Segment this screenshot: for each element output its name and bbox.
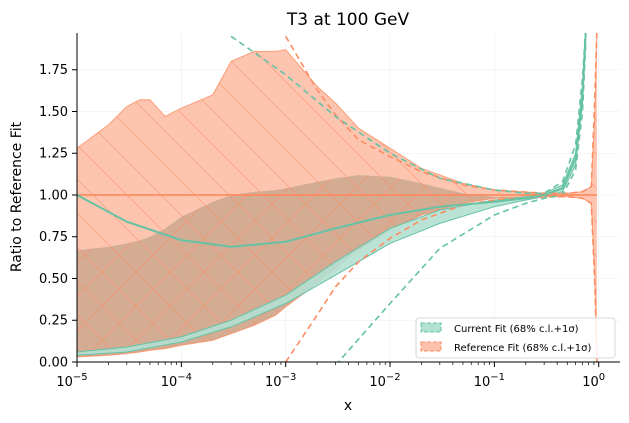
reference-dashed-lower	[285, 195, 598, 362]
x-tick-label-4: 10−1	[474, 372, 505, 390]
y-tick-label-0: 0.00	[39, 356, 68, 371]
y-tick-label-1: 0.25	[39, 314, 68, 329]
y-ticks: 0.00 0.25 0.50 0.75 1.00 1.25 1.50 1.75	[39, 63, 77, 371]
current-band-edge-upper	[77, 33, 586, 353]
legend: Current Fit (68% c.l.+1σ) Reference Fit …	[415, 317, 616, 359]
legend-frame	[415, 317, 616, 359]
x-tick-label-5: 100	[582, 372, 605, 390]
x-tick-label-2: 10−3	[265, 372, 296, 390]
current-dashed-lower	[337, 44, 587, 362]
legend-label-current: Current Fit (68% c.l.+1σ)	[454, 324, 579, 335]
y-tick-label-6: 1.50	[39, 105, 68, 120]
y-tick-label-3: 0.75	[39, 230, 68, 245]
x-tick-label-0: 10−5	[56, 372, 87, 390]
x-tick-label-1: 10−4	[161, 372, 192, 390]
reference-band-upper-hatch	[77, 33, 597, 362]
legend-label-reference: Reference Fit (68% c.l.+1σ)	[454, 343, 591, 354]
current-central-line	[77, 33, 587, 248]
legend-swatch-current	[420, 322, 442, 333]
y-tick-label-4: 1.00	[39, 188, 68, 203]
legend-item-current: Current Fit (68% c.l.+1σ)	[420, 322, 579, 335]
current-dashed-upper	[230, 33, 587, 195]
reference-band-edge-upper	[77, 33, 598, 194]
legend-item-reference: Reference Fit (68% c.l.+1σ)	[420, 341, 591, 354]
reference-band-lower-hatch-b	[77, 175, 597, 362]
x-tick-label-3: 10−2	[369, 372, 400, 390]
chart-title: T3 at 100 GeV	[286, 10, 410, 30]
legend-swatch-reference-hatch	[421, 342, 441, 351]
plot-area	[77, 33, 598, 362]
current-band-edge-lower	[77, 37, 587, 356]
x-ticks: 10−5 10−4 10−3 10−2 10−1 100	[56, 362, 605, 390]
y-tick-label-2: 0.50	[39, 272, 68, 287]
y-tick-label-7: 1.75	[39, 63, 68, 78]
x-axis-label: x	[344, 398, 352, 414]
y-axis-label: Ratio to Reference Fit	[9, 121, 25, 272]
y-tick-label-5: 1.25	[39, 147, 68, 162]
